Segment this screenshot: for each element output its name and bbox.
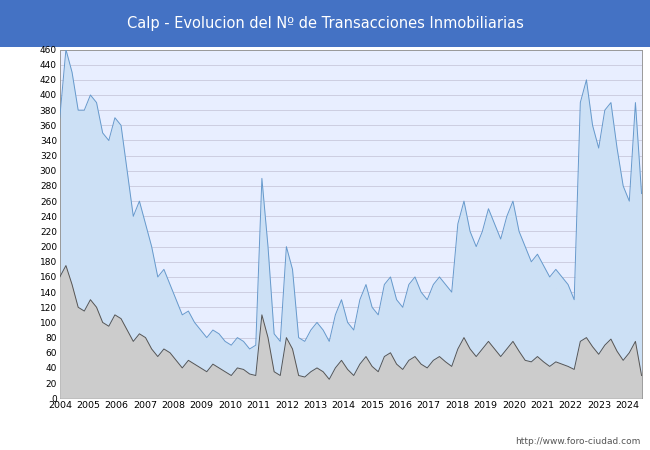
Text: http://www.foro-ciudad.com: http://www.foro-ciudad.com bbox=[515, 436, 640, 446]
Text: Calp - Evolucion del Nº de Transacciones Inmobiliarias: Calp - Evolucion del Nº de Transacciones… bbox=[127, 16, 523, 31]
